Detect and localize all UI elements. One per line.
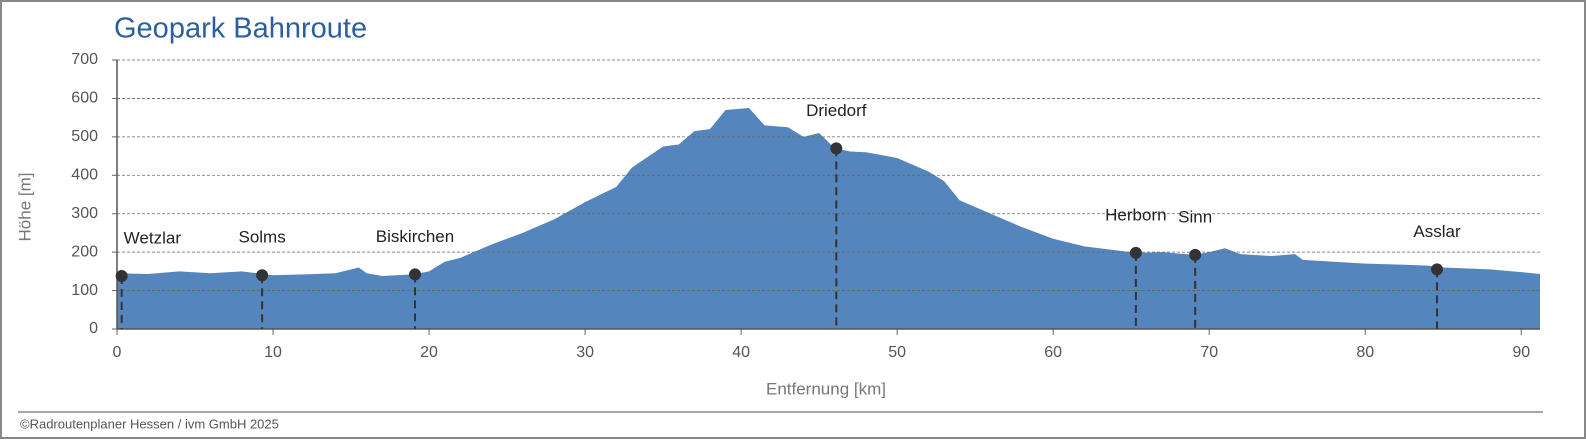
y-tick-label: 200	[71, 243, 98, 260]
y-tick-label: 500	[71, 128, 98, 145]
town-label: Herborn	[1105, 205, 1166, 224]
x-tick-label: 70	[1200, 344, 1218, 361]
town-label: Sinn	[1178, 207, 1212, 226]
x-tick-label: 20	[420, 344, 438, 361]
town-marker	[256, 269, 269, 282]
x-tick-label: 50	[888, 344, 906, 361]
town-label: Solms	[238, 228, 285, 247]
town-marker	[409, 268, 422, 281]
town-label: Driedorf	[806, 101, 867, 120]
chart-title: Geopark Bahnroute	[114, 13, 367, 45]
town-marker	[1129, 246, 1142, 259]
x-tick-label: 60	[1044, 344, 1062, 361]
y-tick-label: 300	[71, 205, 98, 222]
town-label: Biskirchen	[376, 227, 454, 246]
town-label: Wetzlar	[124, 228, 182, 247]
town-marker	[830, 142, 843, 155]
x-tick-label: 40	[732, 344, 750, 361]
x-tick-label: 0	[113, 344, 122, 361]
town-label: Asslar	[1413, 222, 1461, 241]
x-tick-label: 30	[576, 344, 594, 361]
x-tick-label: 80	[1356, 344, 1374, 361]
y-tick-label: 0	[89, 320, 98, 337]
x-tick-label: 10	[264, 344, 282, 361]
town-marker	[115, 269, 128, 282]
elevation-area	[117, 108, 1540, 330]
x-axis-label: Entfernung [km]	[766, 379, 886, 398]
y-tick-label: 400	[71, 167, 98, 184]
y-tick-label: 700	[71, 51, 98, 68]
town-marker	[1189, 248, 1202, 261]
town-marker	[1431, 263, 1444, 276]
footer: ©Radroutenplaner Hessen / ivm GmbH 2025	[20, 416, 279, 431]
y-tick-label: 600	[71, 90, 98, 107]
y-axis-label: Höhe [m]	[15, 173, 34, 242]
y-tick-label: 100	[71, 282, 98, 299]
x-tick-label: 90	[1512, 344, 1530, 361]
